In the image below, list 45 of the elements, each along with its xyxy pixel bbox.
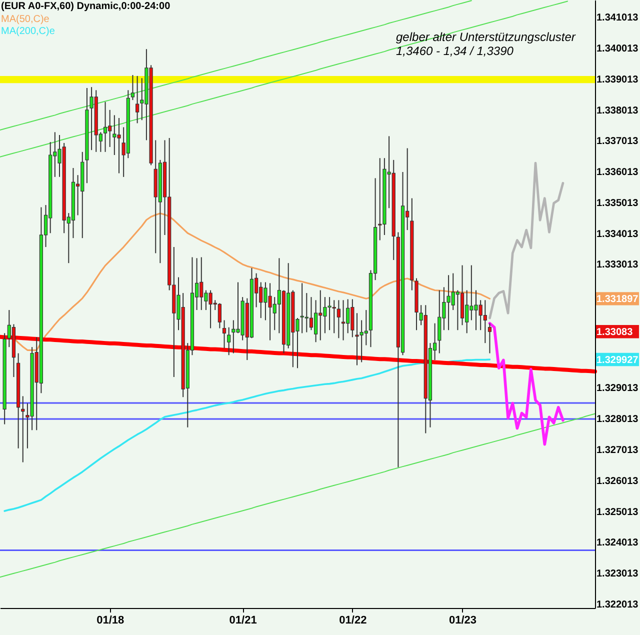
y-tick-label: 1.329013 [596,383,639,394]
x-tick-label: 01/21 [229,614,257,626]
chart-title: (EUR A0-FX,60) Dynamic,0:00-24:00 [1,1,171,12]
candlestick [130,74,135,101]
candlestick [488,322,492,354]
candlestick [103,101,108,152]
x-tick-label: 01/18 [96,614,124,626]
y-tick-label: 1.33083 [596,327,634,338]
y-tick-label: 1.340013 [596,44,639,55]
candlestick [341,300,346,341]
text: MA(50,C)e [1,14,50,25]
y-tick-label: 1.336013 [596,167,639,178]
y-tick-label: 1.339013 [596,74,639,86]
y-tick-label: 1.328013 [596,414,639,426]
candlestick [483,300,487,344]
candlestick [309,296,314,331]
y-tick-label: 1.329927 [596,355,639,366]
y-tick-label: 1.333013 [596,260,639,271]
candlestick [227,326,231,356]
candlestick [336,300,340,339]
y-tick-label: 1.327013 [596,445,639,456]
line-series [0,413,596,578]
y-tick-label: 1.326013 [596,476,639,487]
x-tick-label: 01/22 [339,614,367,626]
annotation: gelber alter Unterstützungscluster [396,30,576,44]
candlestick [364,310,368,346]
candlestick [218,302,222,329]
annotation: 1,3460 - 1,34 / 1,3390 [396,44,514,58]
y-tick-label: 1.331897 [596,294,639,306]
candlestick [21,396,25,463]
x-tick-label: 01/23 [449,614,477,626]
y-tick-label: 1.323013 [596,568,639,580]
y-tick-label: 1.324013 [596,538,639,549]
candlestick [222,320,226,349]
y-tick-label: 1.337013 [596,136,639,148]
y-tick-label: 1.334013 [596,228,639,240]
line-series [488,162,564,320]
y-tick-label: 1.322013 [596,599,639,610]
y-tick-label: 1.338013 [596,105,639,116]
y-tick-label: 1.325013 [596,506,639,518]
y-tick-label: 1.335013 [596,198,639,209]
text: MA(200,C)e [1,26,56,37]
line-series [488,322,564,446]
y-tick-label: 1.341013 [596,12,639,24]
candlestick [136,75,140,124]
